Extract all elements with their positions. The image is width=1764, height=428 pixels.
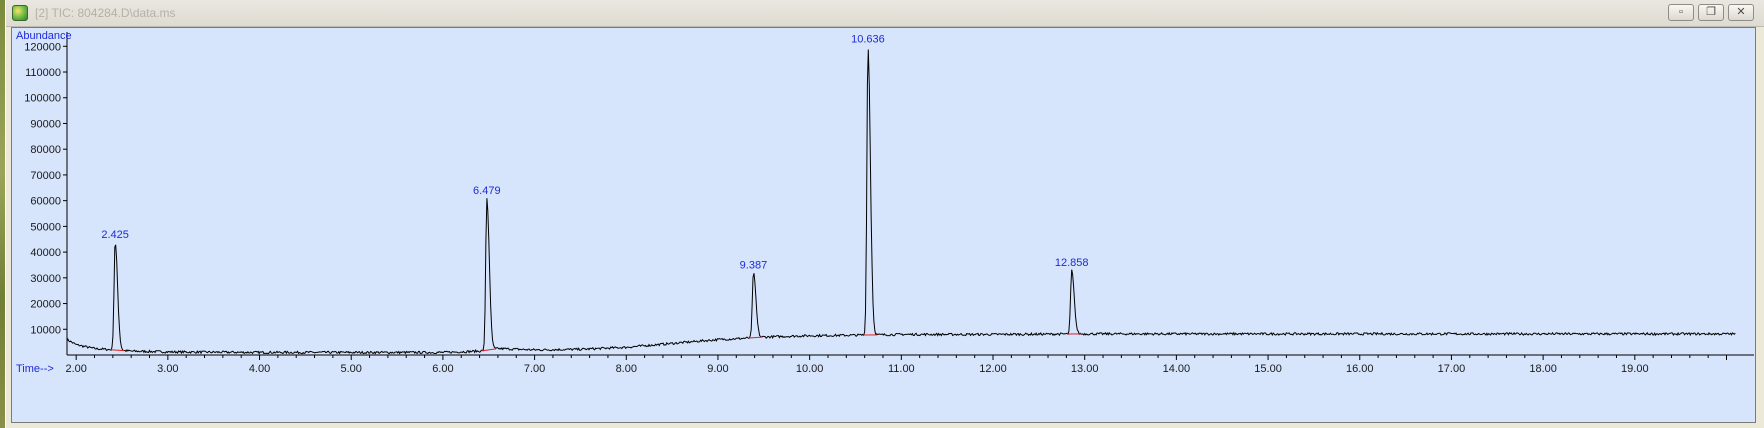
- restore-icon: ❐: [1706, 6, 1716, 18]
- y-tick-label: 40000: [30, 247, 61, 259]
- close-icon: ✕: [1736, 6, 1746, 18]
- y-tick-label: 80000: [30, 144, 61, 156]
- integration-baseline: [482, 348, 497, 352]
- y-axis-title: Abundance: [16, 30, 72, 42]
- x-tick-label: 9.00: [707, 363, 728, 375]
- x-tick-label: 12.00: [979, 363, 1007, 375]
- minimize-icon: ▫: [1679, 6, 1683, 18]
- x-tick-label: 16.00: [1346, 363, 1374, 375]
- integration-baseline: [110, 349, 125, 352]
- x-tick-label: 17.00: [1438, 363, 1466, 375]
- y-tick-label: 110000: [25, 67, 61, 79]
- y-tick-label: 30000: [30, 273, 61, 285]
- peak-label: 10.636: [851, 33, 885, 45]
- peak-label: 2.425: [101, 229, 129, 241]
- window-titlebar[interactable]: [2] TIC: 804284.D\data.ms ▫ ❐ ✕: [6, 0, 1764, 27]
- restore-button[interactable]: ❐: [1698, 4, 1724, 21]
- y-tick-label: 10000: [30, 324, 61, 336]
- x-tick-label: 5.00: [341, 363, 362, 375]
- x-tick-label: 14.00: [1163, 363, 1191, 375]
- x-tick-label: 2.00: [65, 363, 86, 375]
- chart-svg: 10000 20000 30000 40000 50000 60000 70000 80000…: [16, 30, 1754, 375]
- peak-label: 9.387: [740, 260, 768, 272]
- x-tick-label: 19.00: [1621, 363, 1649, 375]
- chromatogram-plot[interactable]: 10000 20000 30000 40000 50000 60000 70000 80000…: [11, 27, 1756, 423]
- desktop-edge-strip: [0, 0, 5, 428]
- integration-baseline: [748, 336, 763, 339]
- x-tick-label: 8.00: [616, 363, 637, 375]
- minimize-button[interactable]: ▫: [1668, 4, 1694, 21]
- x-tick-label: 6.00: [432, 363, 453, 375]
- close-button[interactable]: ✕: [1728, 4, 1754, 21]
- y-tick-label: 120000: [24, 41, 61, 53]
- x-tick-label: 10.00: [796, 363, 824, 375]
- tic-trace: [66, 49, 1736, 355]
- x-tick-label: 11.00: [888, 363, 915, 375]
- x-tick-label: 15.00: [1254, 363, 1282, 375]
- x-tick-label: 4.00: [249, 363, 270, 375]
- x-tick-label: 7.00: [524, 363, 545, 375]
- x-tick-label: 3.00: [157, 363, 178, 375]
- x-tick-label: 18.00: [1529, 363, 1557, 375]
- x-axis-title: Time-->: [16, 363, 54, 375]
- peak-label: 6.479: [473, 185, 501, 197]
- y-tick-label: 60000: [30, 196, 61, 208]
- y-tick-label: 20000: [30, 299, 61, 311]
- peak-label: 12.858: [1055, 257, 1089, 269]
- y-tick-label: 90000: [30, 118, 61, 130]
- y-tick-label: 50000: [30, 221, 61, 233]
- window-title: [2] TIC: 804284.D\data.ms: [35, 6, 176, 20]
- x-tick-label: 13.00: [1071, 363, 1099, 375]
- chromatogram-window: [2] TIC: 804284.D\data.ms ▫ ❐ ✕ 10000 200…: [5, 0, 1764, 428]
- chromatogram-app-icon: [12, 5, 28, 21]
- y-tick-label: 100000: [24, 93, 61, 105]
- y-tick-label: 70000: [30, 170, 61, 182]
